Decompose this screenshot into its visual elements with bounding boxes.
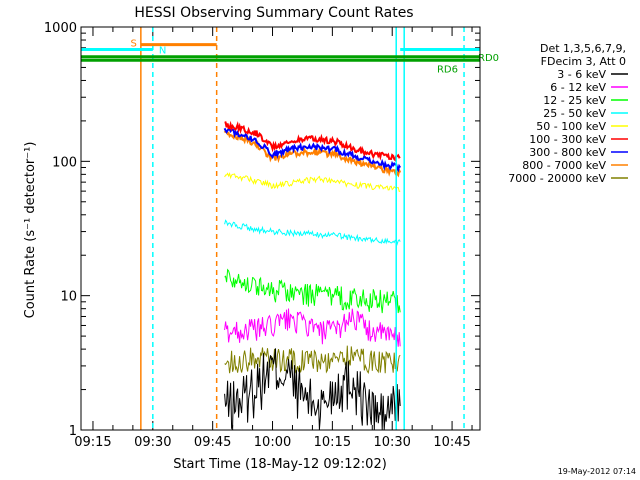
x-tick-label: 09:15 <box>74 435 111 450</box>
legend-item-label: 50 - 100 keV <box>536 120 606 133</box>
legend-item-label: 6 - 12 keV <box>550 81 606 94</box>
series-line-3 <box>224 219 401 246</box>
x-tick-label: 10:30 <box>373 435 410 450</box>
series-line-0 <box>224 348 401 430</box>
series-line-1 <box>224 308 401 347</box>
legend-item-label: 12 - 25 keV <box>543 94 606 107</box>
legend: Det 1,3,5,6,7,9,FDecim 3, Att 03 - 6 keV… <box>508 42 628 185</box>
x-tick-label: 09:45 <box>194 435 231 450</box>
legend-item-label: 300 - 800 keV <box>529 146 606 159</box>
legend-item-label: 3 - 6 keV <box>557 68 606 81</box>
series-line-4 <box>224 172 401 192</box>
x-tick-label: 10:00 <box>254 435 291 450</box>
y-tick-label: 1 <box>69 424 77 439</box>
legend-header: FDecim 3, Att 0 <box>541 55 626 68</box>
legend-item-label: 25 - 50 keV <box>543 107 606 120</box>
legend-item-label: 7000 - 20000 keV <box>508 172 606 185</box>
marker-segment-label: S <box>130 39 136 50</box>
legend-header: Det 1,3,5,6,7,9, <box>540 42 626 55</box>
series-line-7 <box>223 129 402 178</box>
series-line-5 <box>224 120 401 162</box>
legend-item-label: 100 - 300 keV <box>529 133 606 146</box>
marker-segment-label: RD6 <box>437 64 458 75</box>
x-axis-label: Start Time (18-May-12 09:12:02) <box>173 457 387 472</box>
footer-date: 19-May-2012 07:14 <box>558 467 636 476</box>
plot-area-frame <box>80 26 481 431</box>
series-line-6 <box>223 127 402 173</box>
y-tick-label: 10 <box>60 290 77 305</box>
marker-segment-label: RD0 <box>478 53 499 64</box>
legend-item-label: 800 - 7000 keV <box>522 159 606 172</box>
series-line-2 <box>224 268 401 315</box>
y-tick-label: 1000 <box>44 21 77 36</box>
x-tick-label: 10:15 <box>314 435 351 450</box>
series-line-8 <box>224 345 401 375</box>
y-axis-label: Count Rate (s⁻¹ detector⁻¹) <box>23 142 38 319</box>
x-tick-label: 10:45 <box>433 435 470 450</box>
y-tick-label: 100 <box>52 155 77 170</box>
chart-title: HESSI Observing Summary Count Rates <box>134 5 413 21</box>
marker-segment-label: N <box>159 45 166 56</box>
x-tick-label: 09:30 <box>134 435 171 450</box>
